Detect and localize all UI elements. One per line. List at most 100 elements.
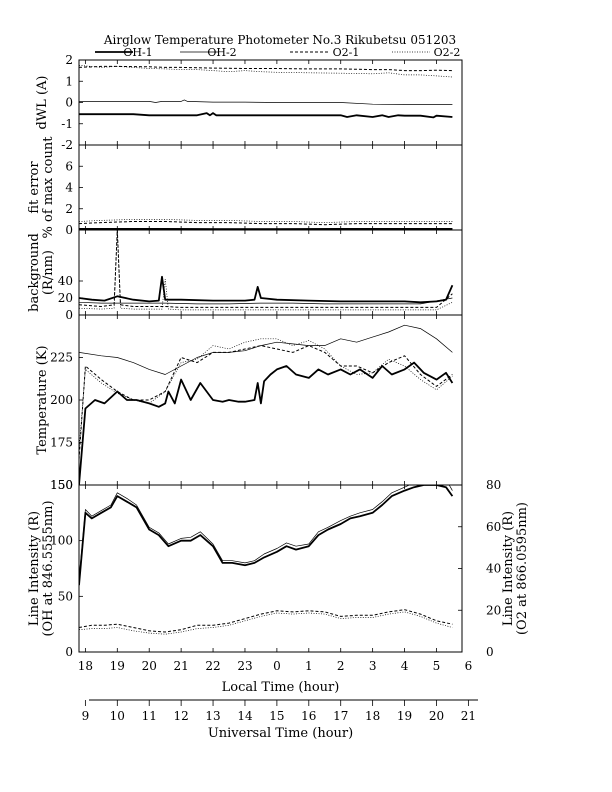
local-time-tick-label: 4 — [401, 659, 409, 673]
y-tick-label: 225 — [50, 351, 73, 365]
ut-axis-label: Universal Time (hour) — [208, 726, 353, 741]
ut-tick-label: 10 — [110, 709, 125, 723]
y-tick-label: 0 — [65, 645, 73, 659]
series-o2-2-dwl — [79, 64, 453, 78]
y-tick-label: 2 — [65, 202, 73, 216]
y-right-tick-label: 40 — [486, 562, 501, 576]
series-group — [79, 230, 454, 311]
local-time-tick-label: 3 — [369, 659, 377, 673]
local-time-tick-label: 1 — [305, 659, 313, 673]
y-tick-label: 40 — [58, 274, 73, 288]
ut-tick-label: 20 — [429, 709, 444, 723]
y-axis-label: fit error — [27, 161, 42, 214]
panel-temp: 225 200 175 150 Temperature (K) — [35, 314, 463, 492]
y-axis-label: Temperature (K) — [35, 345, 50, 454]
local-time-tick-label: 21 — [173, 659, 188, 673]
y-right-tick-label: 20 — [486, 603, 501, 617]
y-axis-label: background — [27, 233, 42, 312]
panel-frame — [78, 144, 463, 231]
y-tick-label: 200 — [50, 393, 73, 407]
ut-tick-label: 14 — [237, 709, 253, 723]
series-o2-2-int — [79, 611, 453, 635]
y-axis-label: (R/nm) — [41, 250, 56, 295]
local-time-tick-label: 0 — [273, 659, 281, 673]
y-tick-label: 1 — [65, 74, 73, 88]
local-time-tick-label: 2 — [337, 659, 345, 673]
y-tick-label: 150 — [50, 478, 73, 492]
local-time-tick-label: 5 — [433, 659, 441, 673]
series-oh-1-int — [79, 485, 454, 586]
local-time-tick-label: 20 — [142, 659, 157, 673]
y-axis-label: Line Intensity (R) — [27, 511, 42, 626]
y-tick-label: -1 — [61, 117, 73, 131]
ut-tick-label: 12 — [173, 709, 188, 723]
series-oh-2-int — [79, 485, 453, 580]
y-axis-label: dWL (A) — [35, 76, 50, 130]
ut-tick-label: 21 — [461, 709, 476, 723]
ut-tick-label: 11 — [142, 709, 157, 723]
panel-frame — [78, 484, 463, 653]
y-tick-label: 0 — [65, 96, 73, 110]
legend-label: O2-1 — [333, 46, 360, 59]
ut-tick-label: 18 — [365, 709, 380, 723]
y-axis-label-right: Line Intensity (R) — [501, 511, 516, 626]
y-tick-label: 4 — [65, 181, 73, 195]
series-group — [79, 219, 453, 230]
legend: OH-1 OH-2 O2-1 O2-2 — [95, 46, 460, 59]
y-tick-label: -2 — [61, 138, 73, 152]
series-o2-1-bg — [79, 230, 453, 308]
series-o2-1-dwl — [79, 65, 453, 72]
y-tick-label: 0 — [65, 308, 73, 322]
series-oh-2-bg — [79, 297, 453, 305]
panel-bg: 40 20 0 background (R/nm) — [27, 229, 463, 322]
y-tick-label: 2 — [65, 53, 73, 67]
series-o2-1-fit — [79, 221, 453, 226]
series-oh-2-temp — [79, 324, 453, 375]
local-time-axis-label: Local Time (hour) — [222, 680, 340, 695]
series-oh-2-dwl — [79, 99, 453, 105]
ut-tick-label: 13 — [205, 709, 220, 723]
series-group — [79, 324, 454, 485]
local-time-tick-label: 18 — [78, 659, 93, 673]
local-time-tick-label: 22 — [205, 659, 220, 673]
y-tick-label: 0 — [65, 223, 73, 237]
series-o2-1-int — [79, 609, 453, 633]
series-oh-1-bg — [79, 275, 454, 304]
series-group — [79, 64, 453, 119]
y-tick-label: 150 — [50, 478, 73, 492]
series-oh-1-temp — [79, 361, 454, 485]
y-tick-label: 20 — [58, 291, 73, 305]
panel-fit: 6 4 2 0 fit error% of max count — [27, 136, 463, 239]
chart-title: Airglow Temperature Photometer No.3 Riku… — [103, 33, 456, 47]
ut-tick-label: 15 — [269, 709, 284, 723]
legend-label: O2-2 — [434, 46, 461, 59]
legend-label: OH-1 — [123, 46, 152, 59]
y-right-tick-label: 80 — [486, 478, 501, 492]
ut-tick-label: 16 — [301, 709, 316, 723]
y-tick-label: 100 — [50, 534, 73, 548]
local-time-tick-label: 19 — [110, 659, 125, 673]
y-tick-label: 50 — [58, 589, 73, 603]
y-tick-label: 175 — [50, 436, 73, 450]
y-right-tick-label: 60 — [486, 520, 501, 534]
ut-tick-label: 9 — [82, 709, 90, 723]
series-o2-1-temp — [79, 345, 453, 460]
panel-dwl: 2 1 0 -1 -2 dWL (A) — [35, 53, 463, 152]
local-time-tick-label: 23 — [237, 659, 252, 673]
series-group — [79, 485, 454, 635]
series-oh-1-dwl — [79, 112, 453, 119]
y-axis-label: % of max count — [41, 136, 56, 239]
local-time-tick-label: 6 — [465, 659, 473, 673]
ut-tick-label: 17 — [333, 709, 348, 723]
y-axis-label-right: (O2 at 866.0595nm) — [515, 502, 530, 635]
legend-label: OH-2 — [207, 46, 236, 59]
y-right-tick-label: 0 — [486, 645, 494, 659]
y-axis-label: (OH at 846.5555nm) — [41, 500, 56, 636]
y-tick-label: 6 — [65, 159, 73, 173]
ut-tick-label: 19 — [397, 709, 412, 723]
series-o2-2-temp — [79, 338, 453, 452]
